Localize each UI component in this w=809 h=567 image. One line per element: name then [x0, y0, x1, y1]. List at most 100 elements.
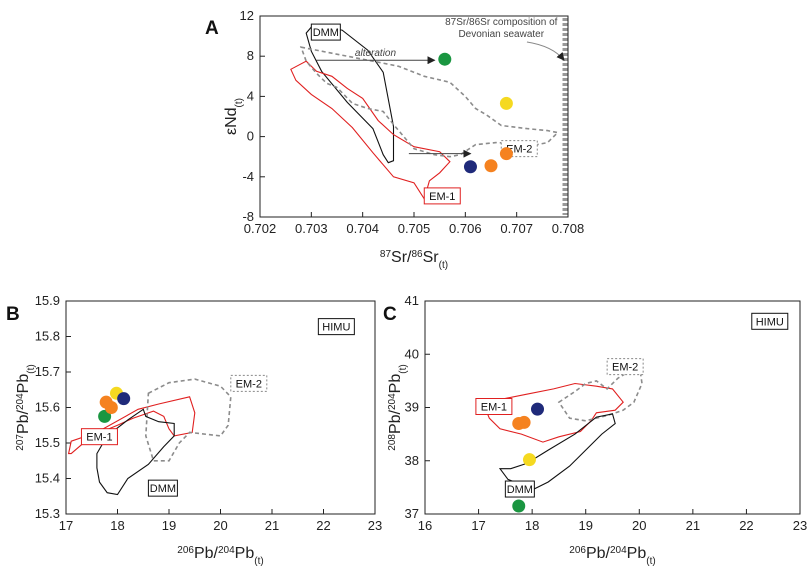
- x-axis-label: 206Pb/204Pb(t): [569, 545, 655, 567]
- x-axis-label-sup: 86: [412, 249, 424, 260]
- y-axis-label-sup: 204: [387, 393, 398, 410]
- panel-c: C 16 17 18 19 20 21 22 23 37 38 39 40 41 HIMU EM-1 EM-2 D…: [383, 293, 807, 567]
- y-axis-label-sub: (t): [26, 364, 37, 373]
- field-label-em-2: EM-2: [236, 378, 262, 390]
- x-tick-label: 0.707: [500, 221, 533, 236]
- x-axis-label-sup: 206: [177, 545, 194, 556]
- y-axis-label-sup: 207: [15, 434, 26, 451]
- x-axis-label: 87Sr/86Sr(t): [380, 249, 448, 271]
- y-tick-label: 41: [405, 293, 419, 308]
- y-tick-label: 8: [247, 48, 254, 63]
- data-point: [522, 453, 536, 467]
- x-axis-label-sup: 204: [218, 545, 235, 556]
- field-label-em-1: EM-1: [86, 432, 112, 444]
- x-tick-label: 17: [471, 518, 485, 533]
- x-axis-label-text: Pb: [627, 545, 647, 562]
- x-tick-label: 0.706: [449, 221, 482, 236]
- x-axis-label-sup: 206: [569, 545, 586, 556]
- x-axis-label-sub: (t): [439, 260, 448, 271]
- field-dmm-outline: [96, 408, 175, 496]
- field-em-1-outline: [483, 382, 624, 443]
- y-axis-label-text: Pb/: [15, 409, 32, 434]
- x-tick-label: 21: [265, 518, 279, 533]
- field-label-box: [147, 479, 178, 497]
- data-point: [512, 416, 526, 430]
- alteration-label: alteration: [355, 48, 397, 59]
- panel-b: B 17 18 19 20 21 22 23 15.3 15.4 15.5 15.6 15.7 15.8 1…: [6, 293, 382, 567]
- y-tick-label: 15.6: [35, 400, 60, 415]
- field-label-himu: HIMU: [322, 322, 350, 334]
- field-label-himu: HIMU: [756, 316, 784, 328]
- x-axis-label-text: Sr/: [391, 249, 412, 266]
- y-axis-label: 208Pb/204Pb(t): [387, 364, 409, 450]
- x-tick-label: 23: [368, 518, 382, 533]
- x-tick-label: 19: [162, 518, 176, 533]
- data-point: [531, 402, 544, 416]
- data-point: [512, 499, 526, 513]
- field-label-box: [80, 428, 118, 446]
- data-point: [117, 392, 131, 406]
- y-axis-label-text: Pb: [15, 374, 32, 394]
- x-axis-label-text: Pb/: [586, 545, 611, 562]
- data-point: [499, 147, 513, 161]
- field-label-box: [475, 398, 513, 415]
- y-tick-label: 15.8: [35, 329, 60, 344]
- field-label-dmm: DMM: [313, 27, 339, 39]
- field-label-box: [606, 358, 644, 376]
- x-tick-label: 18: [110, 518, 124, 533]
- panel-letter: B: [6, 304, 20, 325]
- field-label-em-1: EM-1: [429, 191, 455, 203]
- data-point: [499, 96, 513, 110]
- field-label-box: [310, 23, 341, 41]
- y-axis-label: 207Pb/204Pb(t): [15, 364, 37, 450]
- x-axis-label-sub: (t): [646, 556, 655, 567]
- y-tick-label: 38: [405, 453, 419, 468]
- x-tick-label: 0.705: [398, 221, 431, 236]
- x-tick-label: 0.708: [552, 221, 585, 236]
- data-point: [438, 52, 452, 66]
- x-tick-label: 0.702: [244, 221, 277, 236]
- seawater-note: 87Sr/86Sr composition of: [445, 17, 558, 28]
- seawater-note: Devonian seawater: [458, 29, 544, 40]
- y-axis-label-sub: (t): [398, 364, 409, 373]
- seawater-arrow: [526, 41, 565, 61]
- field-label-box: [423, 187, 461, 205]
- field-label-box: [751, 312, 789, 330]
- x-axis-label-sup: 87: [380, 249, 392, 260]
- data-point: [484, 159, 498, 173]
- y-tick-label: 15.5: [35, 435, 60, 450]
- y-tick-label: 12: [240, 8, 254, 23]
- field-em-2-outline: [557, 363, 643, 422]
- y-tick-label: -8: [242, 209, 254, 224]
- field-label-box: [504, 480, 535, 498]
- y-axis-label-sub: (t): [234, 98, 245, 107]
- y-axis-label: εNd(t): [223, 98, 245, 135]
- panel-letter: A: [205, 18, 219, 39]
- y-tick-label: 15.9: [35, 293, 60, 308]
- x-axis-label-sub: (t): [254, 556, 263, 567]
- field-em-2-outline: [144, 378, 232, 462]
- field-label-em-1: EM-1: [481, 402, 507, 414]
- x-axis-label-text: Pb: [235, 545, 255, 562]
- y-tick-label: 15.3: [35, 506, 60, 521]
- x-tick-label: 0.704: [346, 221, 379, 236]
- x-tick-label: 16: [418, 518, 432, 533]
- x-tick-label: 19: [578, 518, 592, 533]
- y-tick-label: 40: [405, 346, 419, 361]
- field-label-box: [230, 374, 268, 392]
- field-label-dmm: DMM: [507, 484, 533, 496]
- x-tick-label: 21: [686, 518, 700, 533]
- x-tick-label: 18: [525, 518, 539, 533]
- y-axis-label-sup: 204: [15, 393, 26, 410]
- field-label-box: [317, 318, 355, 336]
- field-dmm-outline: [305, 26, 395, 164]
- panel-letter: C: [383, 304, 397, 325]
- x-tick-label: 20: [632, 518, 646, 533]
- x-tick-label: 23: [793, 518, 807, 533]
- y-axis-label-text: εNd: [223, 107, 240, 135]
- x-tick-label: 17: [59, 518, 73, 533]
- x-tick-label: 20: [213, 518, 227, 533]
- y-tick-label: 0: [247, 129, 254, 144]
